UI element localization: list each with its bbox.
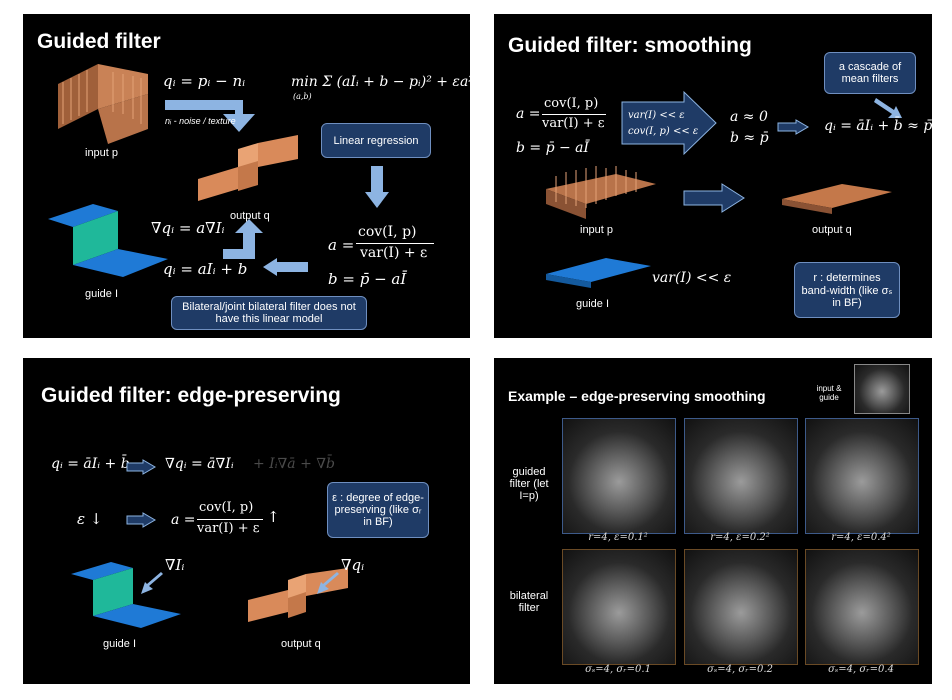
noise-label: nᵢ - noise / texture [165, 116, 236, 126]
guide-i-surface [71, 562, 181, 628]
arrow-right-small [777, 119, 809, 135]
arrow-to-output [317, 572, 339, 594]
a-eq-fraction-bar [542, 114, 606, 115]
bf-result-2 [684, 549, 798, 665]
input-kitten-thumbnail [854, 364, 910, 414]
a-eq-num: cov(I, p) [358, 224, 417, 240]
arrow-left [263, 258, 308, 276]
a-eq-fraction-bar [356, 243, 434, 244]
a-eq-lhs: a = [328, 236, 355, 254]
bf-result-1 [562, 549, 676, 665]
slide-title: Guided filter: smoothing [508, 34, 752, 57]
a-approx: a ≈ 0 [730, 109, 768, 125]
eq-q-p-n: qᵢ = pᵢ − nᵢ [163, 72, 246, 90]
linear-regression-box: Linear regression [321, 123, 431, 158]
big-arrow-conditions [621, 90, 717, 156]
output-q-label: output q [812, 224, 852, 236]
min-sub: (a,b) [293, 92, 312, 101]
a-eq-lhs: a = [171, 512, 196, 528]
a-eq-lhs: a = [516, 106, 541, 122]
input-p-surface [58, 64, 148, 144]
output-q-label: output q [230, 210, 270, 222]
guide-i-surface [546, 258, 651, 288]
condition-var: var(I) << ε [628, 110, 685, 121]
input-p-surface [546, 166, 656, 219]
grad-q-label: ∇qᵢ [341, 556, 365, 574]
grad-i-label: ∇Iᵢ [165, 556, 185, 574]
input-p-label: input p [580, 224, 614, 236]
a-eq-num: cov(I, p) [199, 500, 254, 515]
arrow-to-guide [141, 572, 163, 594]
slide-title: Guided filter: edge-preserving [41, 384, 341, 407]
output-q-surface [198, 135, 298, 201]
eq-grad-q: ∇qᵢ = ā∇Iᵢ [165, 456, 234, 472]
q-approx: qᵢ = āIᵢ + b̄ ≈ p̄̄ [824, 118, 932, 134]
bf-caption-2: σₛ=4, σᵣ=0.2 [707, 664, 773, 675]
gf-result-2 [684, 418, 798, 534]
arrow-right-large [683, 183, 745, 213]
cascade-box: a cascade of mean filters [824, 52, 916, 94]
brace-var-cond: var(I) << ε [652, 270, 732, 286]
guide-i-surface [48, 204, 168, 277]
b-eq: b = p̄ − aĪ [328, 270, 407, 288]
guide-i-label: guide I [103, 638, 137, 650]
a-eq-den: var(I) + ε [360, 245, 428, 261]
arrow-down-right [165, 100, 255, 132]
condition-cov: cov(I, p) << ε [628, 126, 699, 137]
q-linear-eq: qᵢ = aIᵢ + b [163, 260, 248, 278]
slide-example: Example – edge-preserving smoothing inpu… [494, 358, 932, 684]
a-eq-den: var(I) + ε [542, 116, 605, 131]
slide-title: Example – edge-preserving smoothing [508, 388, 766, 404]
bf-result-3 [805, 549, 919, 665]
gf-result-3 [805, 418, 919, 534]
arrow-right-1 [126, 459, 156, 475]
slide-edge-preserving: Guided filter: edge-preserving qᵢ = āIᵢ … [23, 358, 470, 684]
eps-box: ε : degree of edge-preserving (like σᵣ i… [327, 482, 429, 538]
gf-caption-2: r=4, ε=0.2² [710, 532, 770, 543]
slide-guided-filter: Guided filter input p qᵢ = pᵢ − nᵢ nᵢ - … [23, 14, 470, 338]
a-eq-den: var(I) + ε [197, 521, 260, 536]
bilateral-callout: Bilateral/joint bilateral filter does no… [171, 296, 367, 330]
output-q-surface [782, 184, 892, 214]
eq-q-mean: qᵢ = āIᵢ + b̄ [51, 456, 130, 472]
row-label-guided: guided filter (let I=p) [509, 466, 549, 502]
grad-eq: ∇qᵢ = a∇Iᵢ [151, 219, 225, 237]
input-p-label: input p [85, 147, 119, 159]
gf-result-1 [562, 418, 676, 534]
b-approx: b ≈ p̄ [730, 130, 769, 146]
eps-down: ε ↓ [77, 510, 103, 528]
min-eq: min Σ (aIᵢ + b − pᵢ)² + εa² [291, 74, 470, 90]
guide-i-label: guide I [85, 288, 119, 300]
up-arrow: ↑ [267, 508, 280, 526]
slide-title: Guided filter [37, 30, 161, 53]
row-label-bilateral: bilateral filter [509, 590, 549, 614]
arrow-down [365, 166, 389, 208]
b-eq: b = p̄ − aĪ [516, 140, 590, 156]
bf-caption-1: σₛ=4, σᵣ=0.1 [585, 664, 651, 675]
r-box: r : determines band-width (like σₛ in BF… [794, 262, 900, 318]
slide-smoothing: Guided filter: smoothing a cascade of me… [494, 14, 932, 338]
arrow-right-2 [126, 512, 156, 528]
guide-i-label: guide I [576, 298, 610, 310]
bf-caption-3: σₛ=4, σᵣ=0.4 [828, 664, 894, 675]
output-q-label: output q [281, 638, 321, 650]
a-eq-num: cov(I, p) [544, 96, 599, 111]
arrow-to-cascade [874, 98, 902, 118]
arrow-up [223, 219, 263, 259]
eq-faded-terms: + Iᵢ∇ā + ∇b̄ [253, 456, 336, 472]
gf-caption-3: r=4, ε=0.4² [831, 532, 891, 543]
input-guide-label: input & guide [816, 384, 842, 402]
gf-caption-1: r=4, ε=0.1² [588, 532, 648, 543]
a-eq-fraction-bar [197, 519, 263, 520]
